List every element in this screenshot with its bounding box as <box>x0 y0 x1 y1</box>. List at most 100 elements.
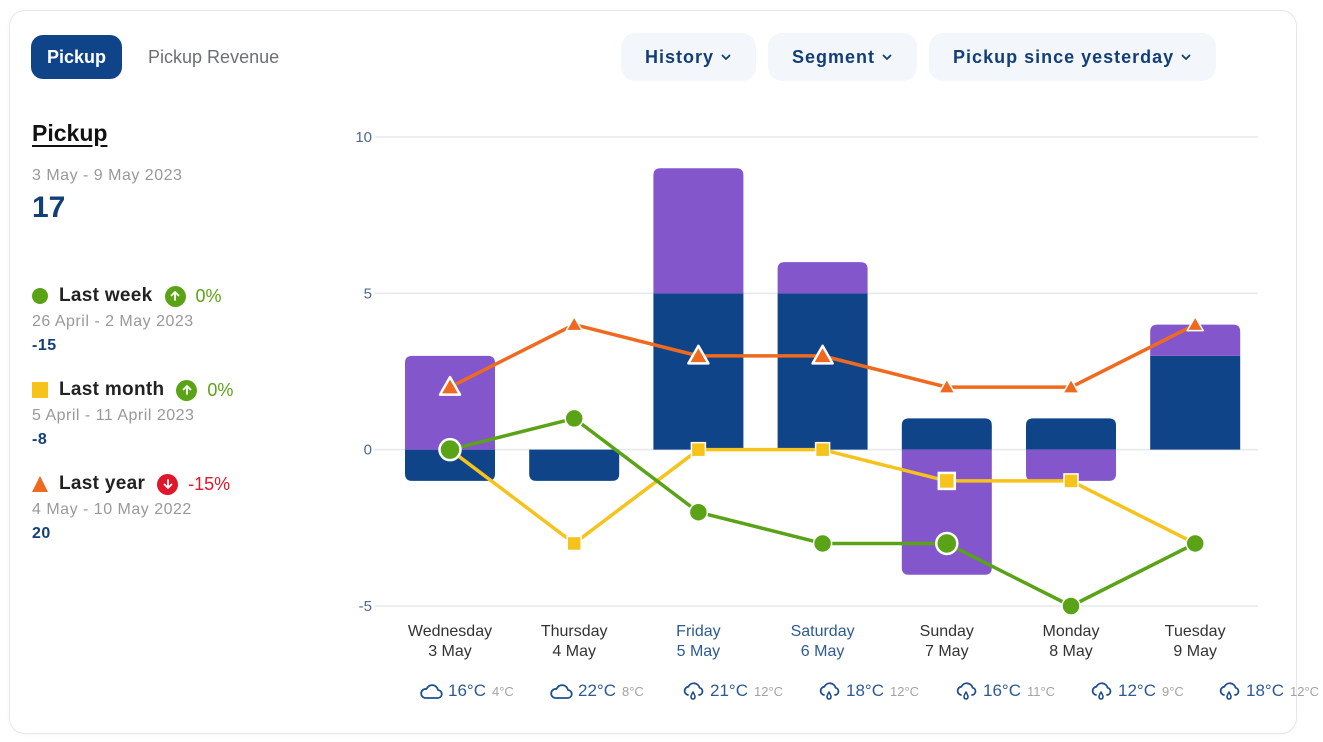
segment-dropdown[interactable]: Segment <box>768 33 918 81</box>
comparison-range: 4 May - 10 May 2022 <box>32 501 192 518</box>
history-dropdown[interactable]: History <box>621 33 757 81</box>
summary-total: 17 <box>32 191 66 224</box>
comparison-header: Last week 0% <box>32 283 322 309</box>
point-last-year[interactable] <box>938 378 956 394</box>
weather-item: 16°C 4°C <box>419 680 514 702</box>
bar-segment-a[interactable] <box>1150 355 1241 450</box>
comparison-label: Last year <box>59 473 146 494</box>
weather-item: 16°C 11°C <box>954 680 1055 702</box>
comparison-header: Last month 0% <box>32 377 322 403</box>
weather-low: 9°C <box>1161 683 1184 699</box>
x-tick-day: Friday <box>676 623 720 640</box>
weather-high: 18°C <box>1246 681 1284 700</box>
comparison-list: Last week 0% 26 April - 2 May 2023 -15 Last … <box>32 283 322 543</box>
cloud-rain-icon <box>1091 682 1112 700</box>
x-tick-date: 4 May <box>552 643 596 660</box>
x-tick-date: 6 May <box>801 643 845 660</box>
cloud-rain-icon <box>683 682 704 700</box>
weather-item: 18°C 12°C <box>1217 680 1319 702</box>
comparison-percent: -15% <box>188 473 231 494</box>
bar-segment-a[interactable] <box>653 293 744 450</box>
point-last-week[interactable] <box>688 502 709 522</box>
weather-item: 12°C 9°C <box>1089 680 1184 702</box>
weather-high: 22°C <box>578 681 616 700</box>
point-last-year[interactable] <box>438 375 462 396</box>
tab-bar: Pickup Pickup Revenue <box>31 35 295 79</box>
weather-high: 21°C <box>710 681 748 700</box>
point-last-week[interactable] <box>935 531 959 556</box>
point-last-year[interactable] <box>811 344 834 365</box>
weather-high: 16°C <box>983 681 1021 700</box>
point-last-year[interactable] <box>687 344 710 365</box>
point-last-week[interactable] <box>564 408 584 429</box>
weather-high: 12°C <box>1118 681 1156 700</box>
weather-low: 8°C <box>621 683 644 699</box>
point-last-week[interactable] <box>1185 533 1205 554</box>
x-tick-date: 5 May <box>677 643 721 660</box>
x-tick-day: Thursday <box>541 623 608 640</box>
pickup-chart: 10 5 0 -5 Wednesday 3 May Thursday 4 May Friday 5… <box>355 129 1258 660</box>
point-last-week[interactable] <box>438 437 462 462</box>
weather-low: 12°C <box>753 683 784 699</box>
bar-segment-b[interactable] <box>653 168 744 294</box>
point-last-month[interactable] <box>690 441 707 458</box>
comparison-value: -8 <box>32 431 48 448</box>
weather-low: 12°C <box>1289 683 1320 699</box>
y-tick-label: 0 <box>364 442 372 459</box>
bar-segment-a[interactable] <box>777 293 868 450</box>
bar-segment-a[interactable] <box>1026 418 1116 450</box>
segment-dropdown-label: Segment <box>792 46 876 67</box>
x-tick-date: 8 May <box>1049 643 1093 660</box>
cloud-rain-icon <box>956 682 977 700</box>
point-last-year[interactable] <box>1062 378 1080 394</box>
weather-low: 11°C <box>1026 683 1056 699</box>
chevron-down-icon <box>882 54 892 60</box>
comparison-last-year: Last year -15% 4 May - 10 May 2022 20 <box>32 471 322 543</box>
filter-bar: History Segment Pickup since yesterday <box>621 33 1217 81</box>
point-last-month[interactable] <box>566 535 582 552</box>
chevron-down-icon <box>721 54 731 60</box>
triangle-marker-icon <box>32 476 48 492</box>
point-last-month[interactable] <box>937 471 957 491</box>
comparison-percent: 0% <box>195 285 222 306</box>
bar-segment-b[interactable] <box>1026 449 1116 481</box>
tab-pickup[interactable]: Pickup <box>31 35 123 79</box>
pickup-period-dropdown[interactable]: Pickup since yesterday <box>929 33 1217 81</box>
point-last-month[interactable] <box>814 441 831 458</box>
point-last-week[interactable] <box>1061 596 1081 616</box>
bar-segment-a[interactable] <box>405 449 495 481</box>
square-marker-icon <box>32 382 48 398</box>
bar-segment-a[interactable] <box>529 449 620 481</box>
summary-title[interactable]: Pickup <box>32 120 108 146</box>
weather-low: 12°C <box>889 683 920 699</box>
comparison-value: -15 <box>32 337 57 354</box>
point-last-year[interactable] <box>565 315 583 332</box>
tab-pickup-revenue[interactable]: Pickup Revenue <box>148 47 280 67</box>
x-tick-day: Monday <box>1043 623 1100 640</box>
y-tick-label: -5 <box>359 598 372 615</box>
bar-segment-b[interactable] <box>405 355 495 450</box>
weather-high: 16°C <box>448 681 486 700</box>
summary-panel: Pickup 3 May - 9 May 2023 17 Last week 0%… <box>32 120 322 543</box>
x-tick-date: 7 May <box>925 643 969 660</box>
x-tick-date: 9 May <box>1173 643 1217 660</box>
point-last-month[interactable] <box>1063 473 1079 489</box>
x-tick-day: Saturday <box>791 623 855 640</box>
comparison-header: Last year -15% <box>32 471 322 497</box>
cloud-rain-icon <box>1219 682 1240 700</box>
circle-marker-icon <box>32 288 48 304</box>
x-tick-date: 3 May <box>428 643 472 660</box>
weather-row: 16°C 4°C 22°C 8°C 21°C 12°C 18°C 12°C 16°C 11°C 12… <box>0 680 1323 704</box>
comparison-last-month: Last month 0% 5 April - 11 April 2023 -8 <box>32 377 322 449</box>
comparison-last-week: Last week 0% 26 April - 2 May 2023 -15 <box>32 283 322 355</box>
point-last-year[interactable] <box>1186 315 1204 332</box>
bar-segment-b[interactable] <box>777 262 868 294</box>
weather-low: 4°C <box>491 683 514 699</box>
bar-segment-b[interactable] <box>1150 324 1241 356</box>
bar-segment-b[interactable] <box>901 449 992 575</box>
bar-segment-a[interactable] <box>901 418 992 450</box>
point-last-week[interactable] <box>812 533 833 554</box>
cloud-icon <box>420 684 443 699</box>
comparison-label: Last month <box>59 379 165 400</box>
summary-range: 3 May - 9 May 2023 <box>32 167 183 184</box>
